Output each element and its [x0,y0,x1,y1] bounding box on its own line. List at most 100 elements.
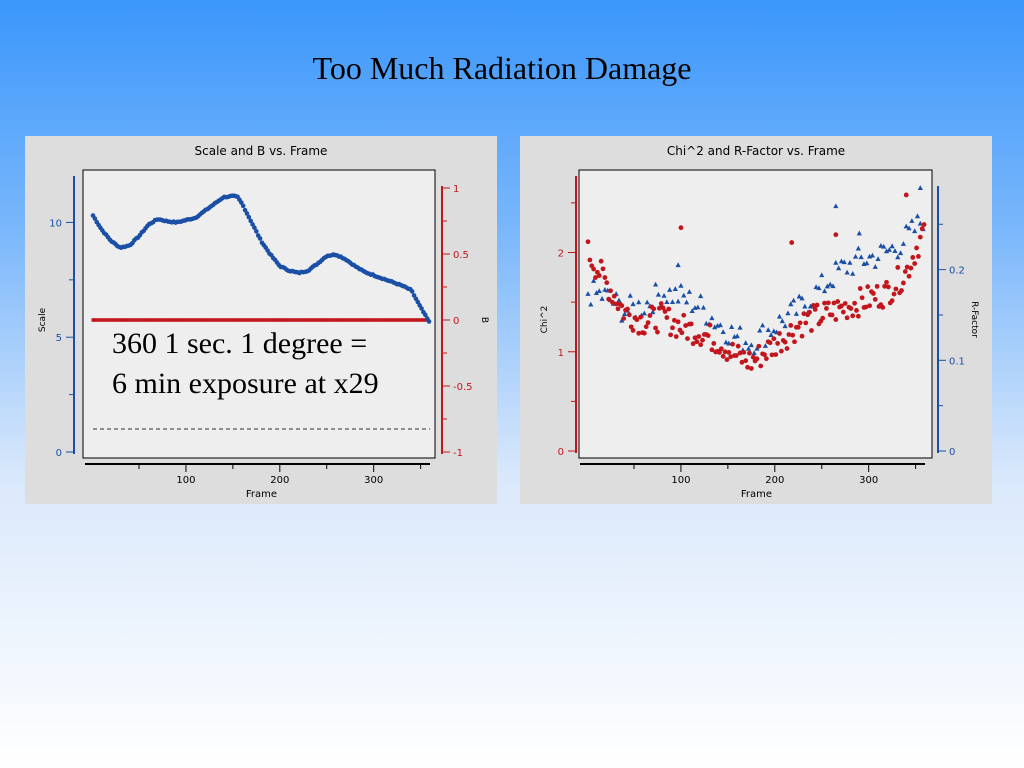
chi2-point [762,352,767,358]
b-series-point [159,318,163,322]
chi2-point [863,304,869,310]
b-series-point [316,318,320,322]
exposure-note-line2: 6 min exposure at x29 [112,367,379,400]
b-series-point [418,318,422,322]
chi2-point [833,317,839,322]
chi2-point [854,307,859,313]
x-axis-label: Frame [246,489,277,500]
b-series-point [105,318,109,322]
r-factor-point [723,339,729,345]
r-factor-point [841,259,847,265]
chi2-point [789,240,795,245]
r-factor-point [751,350,757,356]
b-series-point [212,318,216,322]
chi2-point [613,301,619,307]
chi2-point [914,245,919,251]
r-factor-point [683,299,690,305]
chi2-point [685,336,690,341]
b-series-point [167,318,171,322]
b-series-point [221,318,225,322]
chi2-point [739,359,745,365]
b-series-point [206,318,210,322]
x-tick-label: 300 [859,475,878,486]
right-tick-label: 0.5 [453,250,469,261]
chi2-point [773,352,779,357]
x-axis-label: Frame [741,489,772,500]
b-series-point [356,318,360,322]
chi2-point [801,311,807,317]
chi2-point [653,325,658,331]
chi2-point [700,337,705,343]
b-series-point [401,318,405,322]
chi2-point [656,305,662,311]
b-series-point [122,318,126,322]
chi2-point [615,306,621,312]
b-series-point [153,318,157,322]
r-factor-point [734,333,740,339]
chi2-point [792,339,797,345]
b-series-point [305,318,309,322]
chi2-point [717,349,722,355]
chi2-point [737,350,743,356]
b-series-point [181,318,185,322]
b-series-point [297,318,301,322]
scale-series-point [254,229,259,234]
r-factor-point [796,293,802,299]
chi2-point [799,333,805,339]
b-series-point [423,318,427,322]
r-factor-point [878,242,884,248]
chi2-point [899,288,904,293]
chi2-point [767,340,773,346]
r-factor-point [726,340,732,346]
r-factor-point [762,343,769,348]
r-factor-point [596,288,602,294]
r-factor-point [616,297,622,303]
b-series-point [94,318,98,322]
b-series-point [201,318,205,322]
b-series-point [336,318,340,322]
chi2-point [610,299,615,305]
chi2-point [709,347,715,353]
r-factor-point [844,269,850,275]
r-factor-point [650,309,656,315]
chi2-point [647,313,653,318]
b-series-point [192,318,196,322]
r-factor-point [802,303,808,309]
r-factor-point [779,318,785,324]
b-series-point [350,318,354,322]
chi2-point [621,316,627,321]
b-series-point [364,318,368,322]
r-factor-point [675,298,681,304]
b-series-point [209,318,213,322]
b-series-point [232,318,236,322]
b-series-point [285,318,289,322]
chi2-point [651,306,657,312]
r-factor-point [622,311,628,316]
exposure-note: 360 1 sec. 1 degree = 6 min exposure at … [112,324,432,404]
chi2-point [596,273,602,278]
x-tick-label: 200 [270,475,289,486]
chi2-point [720,353,726,359]
chi2-point [730,341,735,347]
chi2-point [735,343,741,349]
chi2-point [885,284,891,290]
r-factor-point [754,345,760,351]
chi2-point [812,306,818,312]
r-factor-point [900,241,907,246]
b-series-point [229,318,233,322]
r-factor-point [768,332,774,338]
chi2-point [587,257,593,263]
chi2-point [769,352,775,358]
b-series-point [226,318,230,322]
right-axis-label: R-Factor [969,301,979,338]
chi2-point [655,329,660,335]
r-factor-point [833,203,839,209]
right-tick-label: 0 [453,316,459,327]
chi2-point [775,340,781,346]
chi2-point [628,324,634,330]
chi2-point [754,356,760,362]
chi2-point [694,339,700,345]
scale-series-point [257,236,263,241]
b-series-point [406,318,410,322]
r-factor-point [771,328,777,334]
